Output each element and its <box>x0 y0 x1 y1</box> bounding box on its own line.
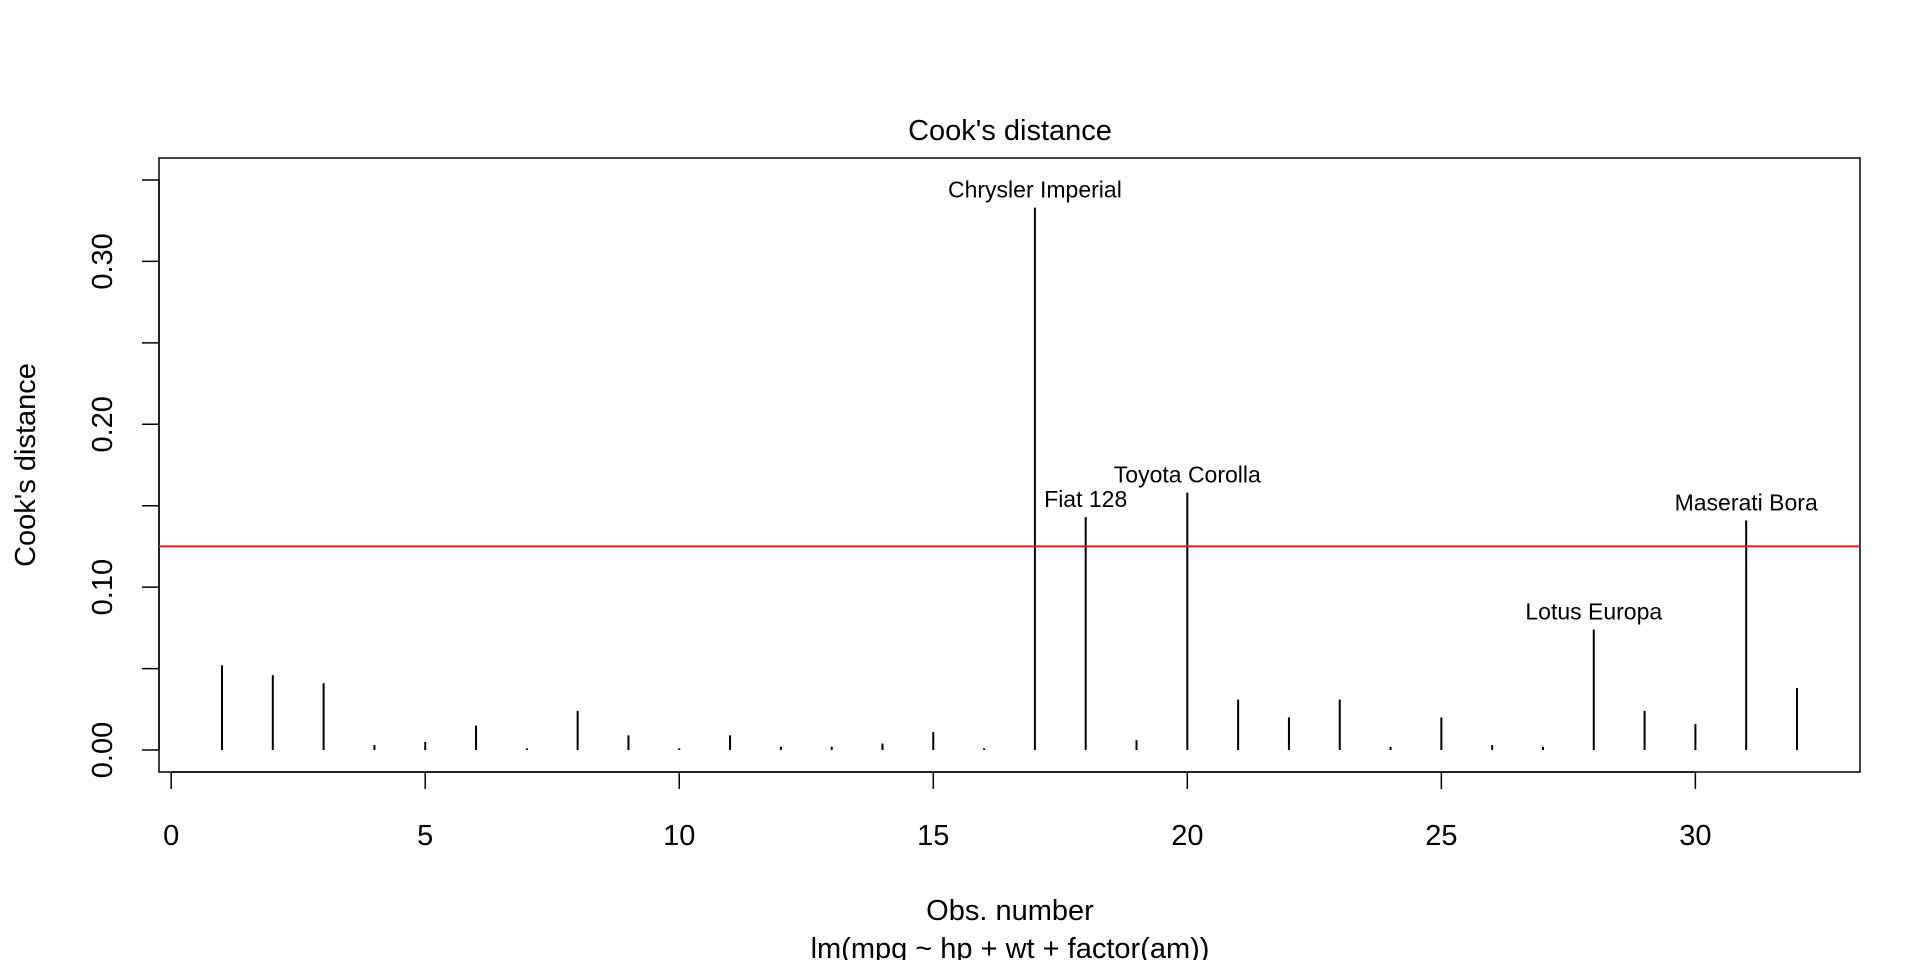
annotation-label: Maserati Bora <box>1675 489 1818 515</box>
x-tick-label: 5 <box>417 820 433 852</box>
y-tick-label: 0.10 <box>87 559 119 615</box>
y-tick-label: 0.30 <box>87 233 119 289</box>
annotation-label: Fiat 128 <box>1044 486 1127 512</box>
y-tick-label: 0.00 <box>87 722 119 778</box>
y-axis: 0.00 0.10 0.20 0.30 <box>87 179 160 778</box>
plot-frame <box>158 157 1861 773</box>
annotation-label: Lotus Europa <box>1525 598 1662 624</box>
x-tick-label: 30 <box>1679 820 1711 852</box>
x-tick-label: 15 <box>917 820 949 852</box>
x-tick-label: 25 <box>1425 820 1457 852</box>
annotation-label: Toyota Corolla <box>1114 462 1261 488</box>
y-axis-label: Cook's distance <box>10 363 42 567</box>
y-tick-label: 0.20 <box>87 396 119 452</box>
x-tick-label: 10 <box>663 820 695 852</box>
x-axis-label: Obs. number <box>926 895 1094 927</box>
x-tick-label: 20 <box>1171 820 1203 852</box>
chart-subtitle: lm(mpg ~ hp + wt + factor(am)) <box>811 933 1210 960</box>
annotation-label: Chrysler Imperial <box>948 177 1122 203</box>
x-axis: 0 5 10 15 20 25 30 <box>163 771 1712 852</box>
chart-title: Cook's distance <box>908 115 1112 147</box>
x-tick-label: 0 <box>163 820 179 852</box>
bar-series <box>221 207 1798 751</box>
